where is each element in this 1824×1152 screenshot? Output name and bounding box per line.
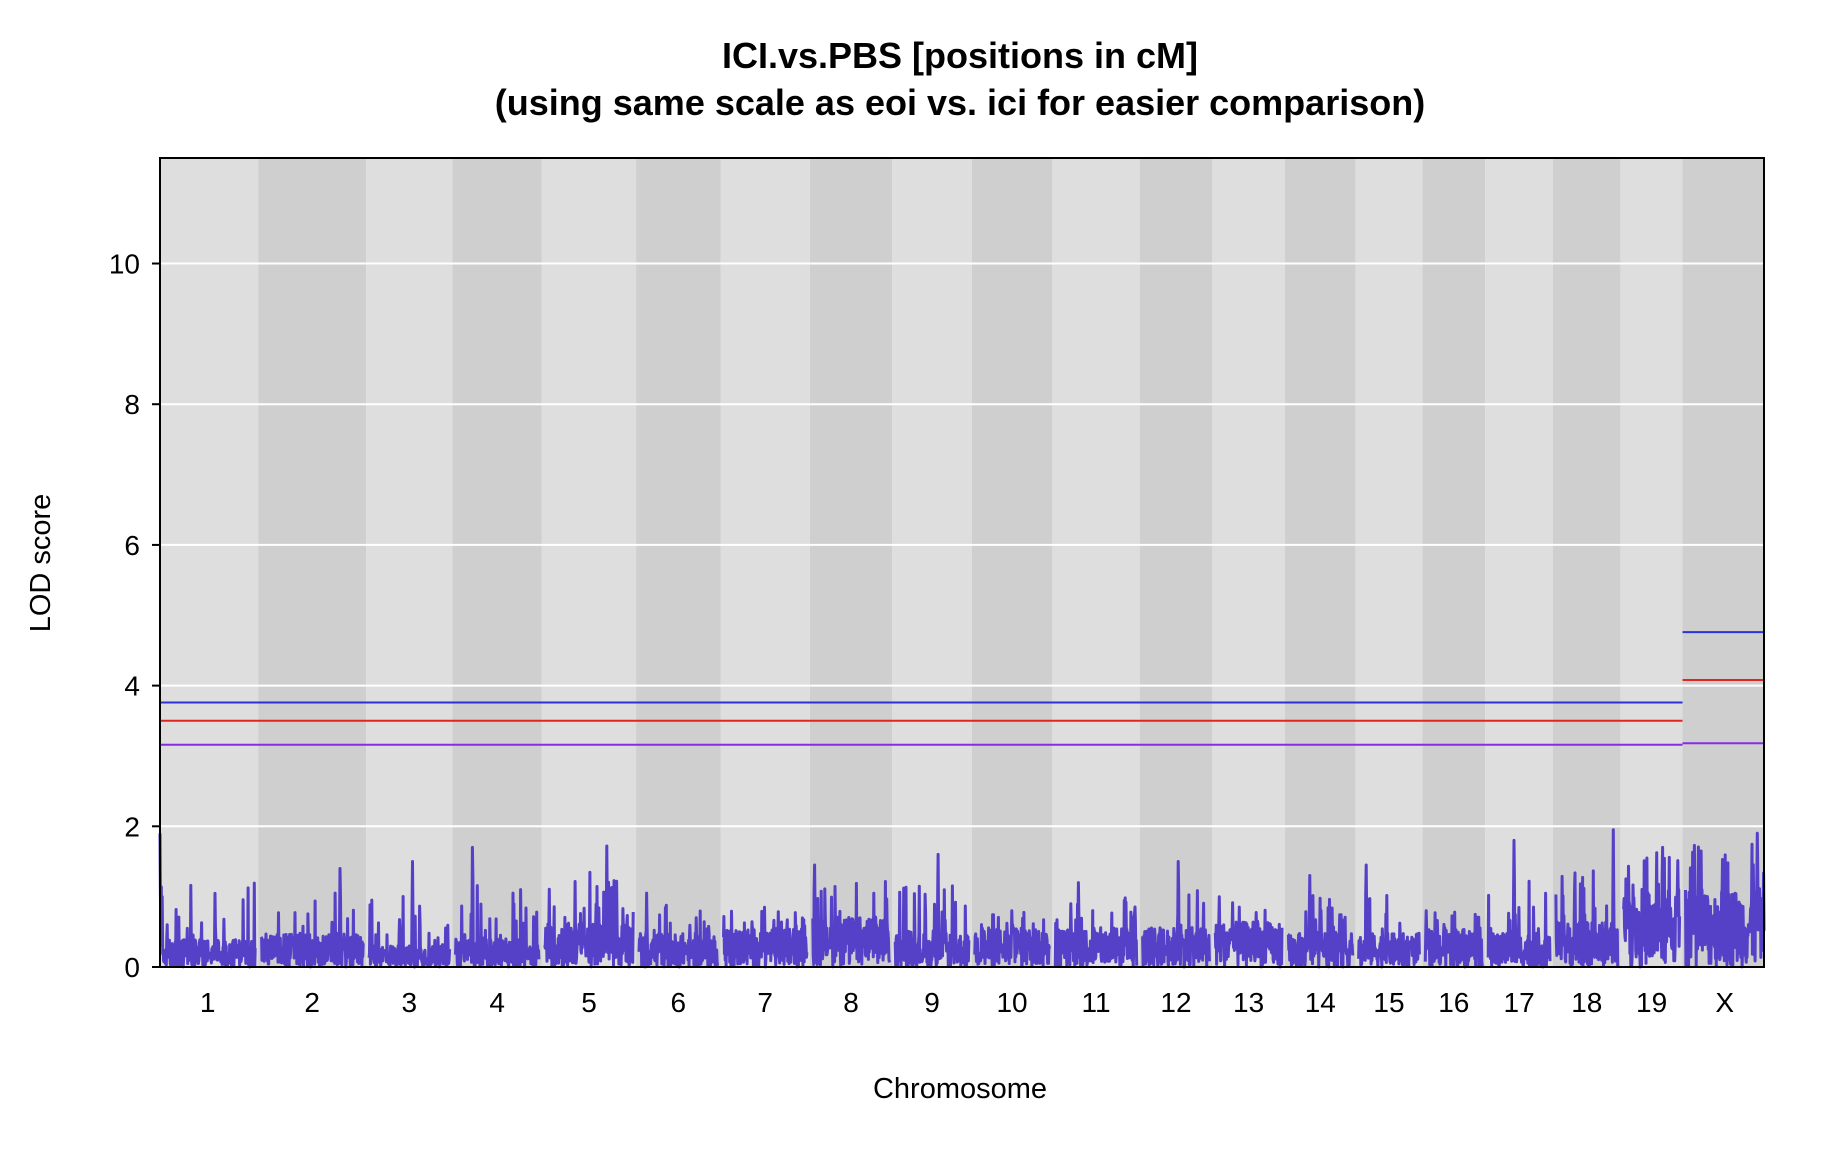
chromosome-band-14 bbox=[1284, 158, 1356, 967]
y-tick-label-4: 4 bbox=[124, 671, 140, 702]
x-tick-label-16: 16 bbox=[1438, 987, 1469, 1018]
chromosome-band-4 bbox=[452, 158, 542, 967]
chromosome-band-18 bbox=[1552, 158, 1621, 967]
lod-line-chr-X bbox=[1684, 831, 1766, 969]
lod-line-chr-16 bbox=[1423, 909, 1484, 969]
chromosome-band-12 bbox=[1139, 158, 1213, 967]
chart-subtitle: (using same scale as eoi vs. ici for eas… bbox=[495, 82, 1425, 123]
lod-line-chr-6 bbox=[637, 891, 720, 969]
lod-line-chr-7 bbox=[722, 905, 809, 969]
chromosome-band-9 bbox=[892, 158, 972, 967]
chromosome-band-10 bbox=[971, 158, 1053, 967]
chromosome-band-13 bbox=[1212, 158, 1285, 967]
lod-line-chr-12 bbox=[1141, 860, 1211, 969]
x-tick-label-12: 12 bbox=[1160, 987, 1191, 1018]
x-tick-label-17: 17 bbox=[1504, 987, 1535, 1018]
y-tick-label-6: 6 bbox=[124, 530, 140, 561]
chromosome-band-6 bbox=[636, 158, 721, 967]
x-tick-label-19: 19 bbox=[1636, 987, 1667, 1018]
x-tick-label-11: 11 bbox=[1081, 987, 1110, 1018]
x-tick-label-1: 1 bbox=[200, 987, 216, 1018]
x-tick-label-15: 15 bbox=[1373, 987, 1404, 1018]
chromosome-band-X bbox=[1682, 158, 1764, 967]
x-tick-label-7: 7 bbox=[757, 987, 773, 1018]
y-tick-label-2: 2 bbox=[124, 811, 140, 842]
chart-title: ICI.vs.PBS [positions in cM] bbox=[722, 35, 1198, 76]
lod-line-chr-18 bbox=[1554, 828, 1620, 968]
chromosome-band-11 bbox=[1052, 158, 1140, 967]
chromosome-band-17 bbox=[1485, 158, 1553, 967]
x-tick-label-3: 3 bbox=[402, 987, 418, 1018]
x-tick-label-8: 8 bbox=[843, 987, 859, 1018]
chromosome-band-15 bbox=[1355, 158, 1423, 967]
x-tick-label-4: 4 bbox=[489, 987, 505, 1018]
lod-line-chr-13 bbox=[1213, 895, 1284, 969]
x-tick-label-X: X bbox=[1715, 987, 1734, 1018]
lod-line-chr-1 bbox=[158, 833, 257, 969]
lod-line-chr-15 bbox=[1357, 863, 1421, 969]
lod-line-chr-17 bbox=[1486, 838, 1552, 969]
lod-line-chr-3 bbox=[367, 860, 452, 969]
lod-line-chr-10 bbox=[973, 909, 1051, 968]
y-tick-label-8: 8 bbox=[124, 389, 140, 420]
y-axis-label: LOD score bbox=[25, 494, 57, 633]
lod-line-chr-8 bbox=[811, 863, 891, 969]
lod-line-chr-11 bbox=[1053, 881, 1139, 968]
y-tick-label-0: 0 bbox=[124, 952, 140, 983]
x-tick-label-2: 2 bbox=[304, 987, 320, 1018]
lod-line-chr-14 bbox=[1286, 874, 1355, 969]
chromosome-band-19 bbox=[1620, 158, 1683, 967]
chromosome-band-5 bbox=[541, 158, 637, 967]
lod-line-chr-9 bbox=[893, 852, 971, 969]
chromosome-band-16 bbox=[1422, 158, 1486, 967]
chromosome-band-1 bbox=[160, 158, 259, 967]
x-tick-label-10: 10 bbox=[996, 987, 1027, 1018]
chromosome-band-2 bbox=[258, 158, 367, 967]
x-tick-label-14: 14 bbox=[1305, 987, 1336, 1018]
y-tick-label-10: 10 bbox=[109, 249, 140, 280]
x-tick-label-18: 18 bbox=[1571, 987, 1602, 1018]
chromosome-band-3 bbox=[366, 158, 453, 967]
lod-line-chr-19 bbox=[1622, 845, 1682, 969]
x-tick-label-5: 5 bbox=[581, 987, 597, 1018]
x-tick-label-9: 9 bbox=[924, 987, 940, 1018]
x-tick-label-13: 13 bbox=[1233, 987, 1264, 1018]
lod-line-chr-4 bbox=[454, 845, 541, 969]
lod-line-chr-5 bbox=[543, 844, 635, 969]
x-tick-label-6: 6 bbox=[671, 987, 687, 1018]
plot-frame bbox=[159, 157, 1765, 968]
lod-line-chr-2 bbox=[259, 867, 365, 969]
x-axis-label: Chromosome bbox=[873, 1073, 1047, 1105]
chromosome-band-7 bbox=[720, 158, 810, 967]
chromosome-band-8 bbox=[809, 158, 893, 967]
